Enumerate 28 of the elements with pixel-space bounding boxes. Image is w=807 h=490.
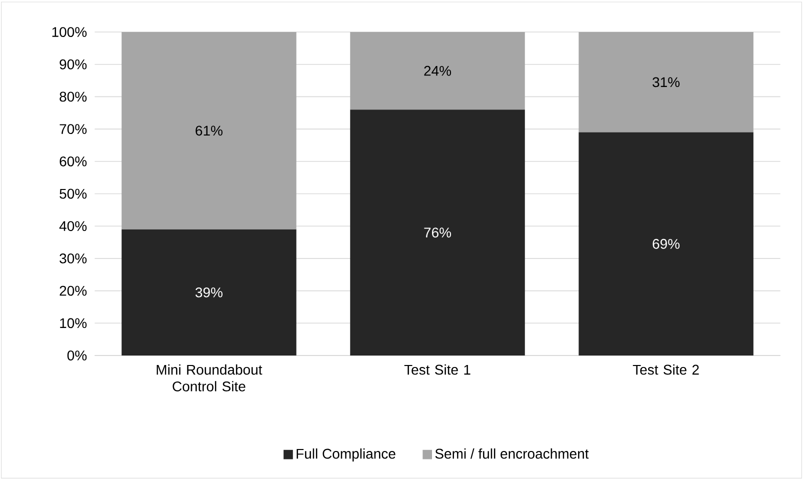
y-tick-label: 30%	[60, 253, 87, 264]
data-label: 31%	[652, 77, 680, 88]
y-tick-label: 100%	[52, 26, 87, 37]
y-tick-label: 0%	[67, 350, 87, 360]
y-tick-label: 10%	[60, 318, 87, 328]
legend-label: Full Compliance	[296, 448, 396, 462]
x-tick-label: Test Site 2	[632, 364, 699, 375]
data-label: 76%	[424, 228, 452, 238]
legend-label: Semi / full encroachment	[435, 448, 589, 459]
y-tick-label: 80%	[60, 92, 87, 102]
bar	[350, 32, 525, 110]
bar	[578, 132, 754, 356]
bar	[578, 32, 754, 132]
bar	[350, 110, 525, 356]
y-tick-label: 20%	[60, 286, 87, 296]
x-tick-label: Test Site 1	[404, 364, 470, 375]
bar	[122, 229, 296, 356]
x-tick-label: Mini Roundabout Control Site	[156, 364, 262, 392]
data-label: 39%	[195, 287, 222, 298]
data-label: 61%	[196, 126, 222, 136]
y-tick-label: 50%	[60, 188, 87, 199]
y-tick-label: 60%	[60, 156, 87, 166]
data-label: 24%	[424, 66, 452, 76]
y-tick-label: 70%	[60, 124, 87, 134]
y-tick-label: 40%	[59, 221, 87, 231]
data-label: 69%	[652, 238, 680, 249]
y-tick-label: 90%	[60, 59, 87, 70]
bar	[122, 32, 296, 230]
